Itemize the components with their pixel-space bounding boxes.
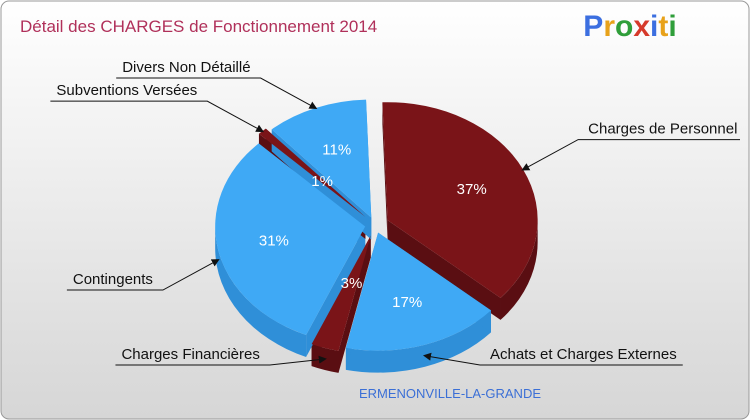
pie-category-label: Divers Non Détaillé [122,59,250,76]
pie-slice-3 [215,143,366,335]
pie-tops [215,99,538,351]
pie-category-label: Charges Financières [121,346,259,363]
logo-letter: i [668,10,676,43]
pie-percent-labels: 37% 17% 3% 31% 1% 11% [259,142,487,311]
chart-subtitle: ERMENONVILLE-LA-GRANDE [359,386,541,401]
pie-slice-1 [345,232,491,351]
pie-leader-line [423,352,683,366]
pie-category-labels: Charges de Personnel Achats et Charges Ex… [50,59,740,366]
pie-slice-side [215,226,307,357]
pie-slice-2 [311,235,371,351]
pie-slice-percent: 1% [311,173,333,190]
pie-leader-line [115,355,327,366]
pie-leader-line [116,77,318,109]
pie-slice-wall [387,220,501,320]
pie-slice-percent: 3% [341,275,363,292]
pie-slice-percent: 31% [259,232,289,249]
pie-slice-5 [271,99,372,218]
logo-letter: t [658,10,668,43]
logo-letter: r [603,10,615,43]
chart-title: Détail des CHARGES de Fonctionnement 201… [20,17,377,36]
logo-letter: x [633,10,650,43]
pie-slice-wall [382,102,388,243]
pie-slice-percent: 11% [322,142,351,159]
pie-slice-percent: 17% [392,294,422,311]
pie-slice-4 [258,128,366,217]
pie-slice-wall [306,226,366,357]
pie-leader-line [66,259,220,291]
pie-category-label: Contingents [73,271,153,288]
pie-category-label: Achats et Charges Externes [490,346,677,363]
pie-category-label: Subventions Versées [56,82,197,99]
pie-category-label: Charges de Personnel [588,121,737,138]
proxiti-logo: Proxiti [583,10,676,43]
pie-slice-percent: 37% [457,181,487,198]
pie-slice-side [345,310,491,373]
pie-slice-side [500,220,538,320]
pie-leader-line [50,100,265,133]
logo-letter: i [650,10,658,43]
pie-leader-line [521,139,740,171]
logo-letter: P [583,10,603,43]
logo-letter: o [615,10,633,43]
pie-slice-0 [382,102,538,298]
